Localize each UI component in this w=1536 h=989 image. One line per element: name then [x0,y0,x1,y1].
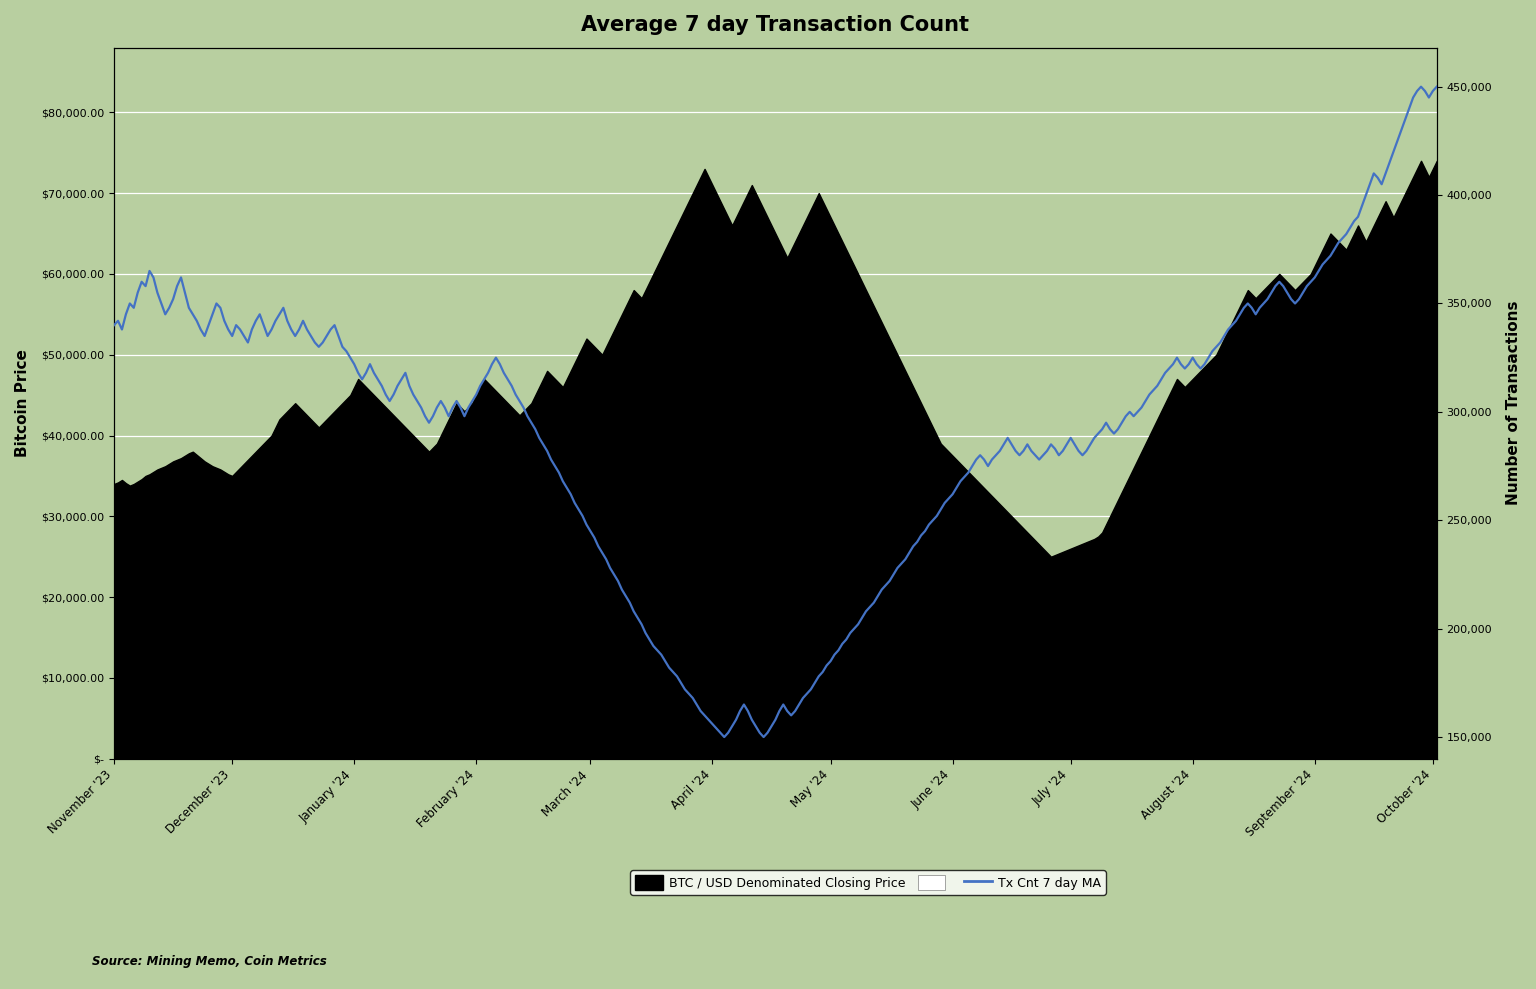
Title: Average 7 day Transaction Count: Average 7 day Transaction Count [582,15,969,35]
Text: Source: Mining Memo, Coin Metrics: Source: Mining Memo, Coin Metrics [92,954,327,968]
Legend: BTC / USD Denominated Closing Price, , Tx Cnt 7 day MA: BTC / USD Denominated Closing Price, , T… [630,870,1106,895]
Y-axis label: Number of Transactions: Number of Transactions [1505,301,1521,505]
Y-axis label: Bitcoin Price: Bitcoin Price [15,349,31,457]
